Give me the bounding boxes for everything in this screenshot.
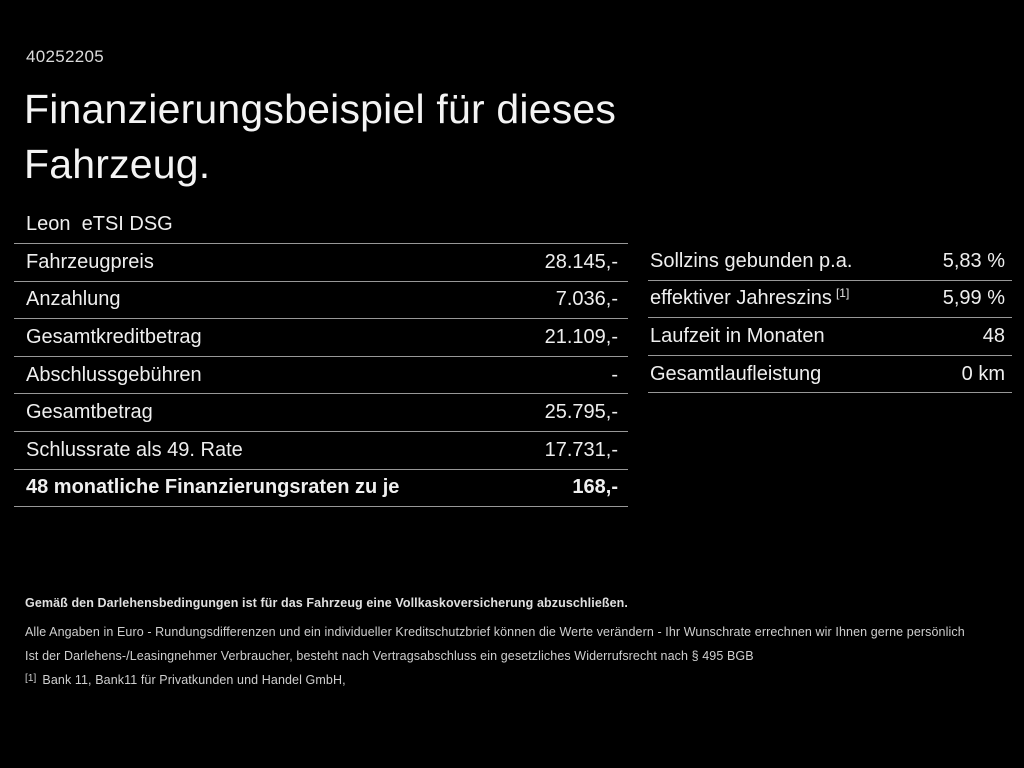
row-label: 48 monatliche Finanzierungsraten zu je: [26, 476, 400, 499]
row-label: Gesamtlaufleistung: [650, 362, 822, 385]
row-label: Abschlussgebühren: [26, 363, 202, 386]
page-title-line2: Fahrzeug.: [24, 141, 211, 187]
row-label: Sollzins gebunden p.a.: [650, 249, 853, 272]
row-label: Schlussrate als 49. Rate: [26, 438, 243, 461]
row-value: 5,99 %: [942, 287, 1005, 310]
row-label: effektiver Jahreszins [1]: [650, 286, 850, 310]
vehicle-model: Leon eTSI DSG: [14, 206, 628, 244]
row-value: 168,-: [572, 476, 618, 499]
disclaimer-line: Ist der Darlehens-/Leasingnehmer Verbrau…: [25, 648, 754, 663]
row-value: 5,83 %: [942, 249, 1005, 272]
footnote-marker: [1]: [835, 286, 850, 301]
conditions-table: Sollzins gebunden p.a. 5,83 % effektiver…: [648, 243, 1012, 394]
row-value: 0 km: [961, 362, 1005, 385]
table-row-monthly-rate: 48 monatliche Finanzierungsraten zu je 1…: [14, 470, 628, 508]
row-value: 21.109,-: [544, 325, 618, 348]
table-row: Laufzeit in Monaten 48: [648, 318, 1012, 356]
disclaimer-line: Alle Angaben in Euro - Rundungsdifferenz…: [25, 625, 965, 639]
row-label: Fahrzeugpreis: [26, 250, 154, 273]
row-value: 28.145,-: [544, 250, 618, 273]
row-value: 17.731,-: [544, 438, 618, 461]
row-label: Anzahlung: [26, 288, 121, 311]
footnote-marker: [1]: [25, 672, 37, 684]
row-label: Laufzeit in Monaten: [650, 324, 825, 347]
table-row: Schlussrate als 49. Rate 17.731,-: [14, 432, 628, 470]
table-row: Anzahlung 7.036,-: [14, 282, 628, 320]
reference-number: 40252205: [26, 47, 105, 66]
legal-footer: Gemäß den Darlehensbedingungen ist für d…: [25, 596, 1010, 687]
table-row: Abschlussgebühren -: [14, 357, 628, 395]
page-title: Finanzierungsbeispiel für dieses Fahrzeu…: [24, 82, 616, 192]
row-value: 48: [982, 324, 1005, 347]
finance-table: Leon eTSI DSG Fahrzeugpreis 28.145,- Anz…: [14, 206, 628, 508]
table-row: Fahrzeugpreis 28.145,-: [14, 244, 628, 282]
row-value: -: [611, 363, 618, 386]
footnote: [1] Bank 11, Bank11 für Privatkunden und …: [25, 673, 1010, 687]
footnote-text: Bank 11, Bank11 für Privatkunden und Han…: [42, 672, 346, 687]
row-value: 25.795,-: [544, 401, 618, 424]
row-value: 7.036,-: [555, 288, 618, 311]
table-row: Gesamtlaufleistung 0 km: [648, 356, 1012, 394]
insurance-note: Gemäß den Darlehensbedingungen ist für d…: [25, 596, 628, 610]
row-label: Gesamtbetrag: [26, 401, 153, 424]
table-row: Gesamtbetrag 25.795,-: [14, 394, 628, 432]
page-title-line1: Finanzierungsbeispiel für dieses: [24, 86, 617, 132]
table-row: effektiver Jahreszins [1] 5,99 %: [648, 281, 1012, 319]
table-row: Gesamtkreditbetrag 21.109,-: [14, 319, 628, 357]
table-row: Sollzins gebunden p.a. 5,83 %: [648, 243, 1012, 281]
row-label: Gesamtkreditbetrag: [26, 325, 202, 348]
